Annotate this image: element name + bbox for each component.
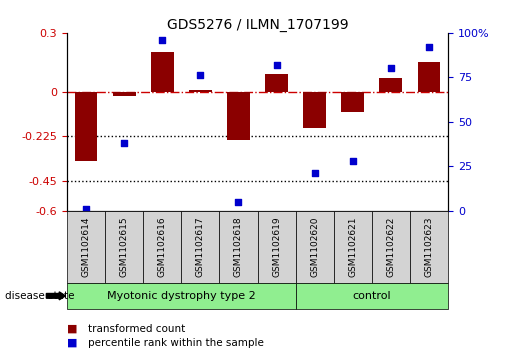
Text: percentile rank within the sample: percentile rank within the sample xyxy=(88,338,264,348)
Text: GSM1102618: GSM1102618 xyxy=(234,216,243,277)
Text: GSM1102619: GSM1102619 xyxy=(272,216,281,277)
Text: GSM1102621: GSM1102621 xyxy=(348,217,357,277)
Bar xyxy=(189,90,212,92)
Text: control: control xyxy=(352,291,391,301)
Point xyxy=(425,44,433,50)
Text: GSM1102617: GSM1102617 xyxy=(196,216,205,277)
Point xyxy=(120,140,128,146)
Point xyxy=(387,65,395,71)
Text: ■: ■ xyxy=(67,323,77,334)
Bar xyxy=(380,78,402,92)
Text: GSM1102614: GSM1102614 xyxy=(81,217,91,277)
Bar xyxy=(75,92,97,161)
Text: GSM1102616: GSM1102616 xyxy=(158,216,167,277)
Text: GSM1102615: GSM1102615 xyxy=(119,216,129,277)
Bar xyxy=(265,74,288,92)
Point xyxy=(234,199,243,205)
Bar xyxy=(151,52,174,92)
Text: GSM1102622: GSM1102622 xyxy=(386,217,396,277)
Point xyxy=(196,73,204,78)
Text: GSM1102620: GSM1102620 xyxy=(310,217,319,277)
Bar xyxy=(418,62,440,92)
Bar xyxy=(113,92,135,96)
Title: GDS5276 / ILMN_1707199: GDS5276 / ILMN_1707199 xyxy=(167,18,348,32)
Bar xyxy=(303,92,326,127)
Point xyxy=(311,170,319,176)
Text: transformed count: transformed count xyxy=(88,323,185,334)
Text: ■: ■ xyxy=(67,338,77,348)
Point xyxy=(349,158,357,164)
Point xyxy=(82,206,90,212)
Text: disease state: disease state xyxy=(5,291,75,301)
Text: Myotonic dystrophy type 2: Myotonic dystrophy type 2 xyxy=(107,291,255,301)
Point xyxy=(272,62,281,68)
Bar xyxy=(341,92,364,112)
Bar xyxy=(227,92,250,140)
Point xyxy=(158,37,166,43)
Text: GSM1102623: GSM1102623 xyxy=(424,217,434,277)
